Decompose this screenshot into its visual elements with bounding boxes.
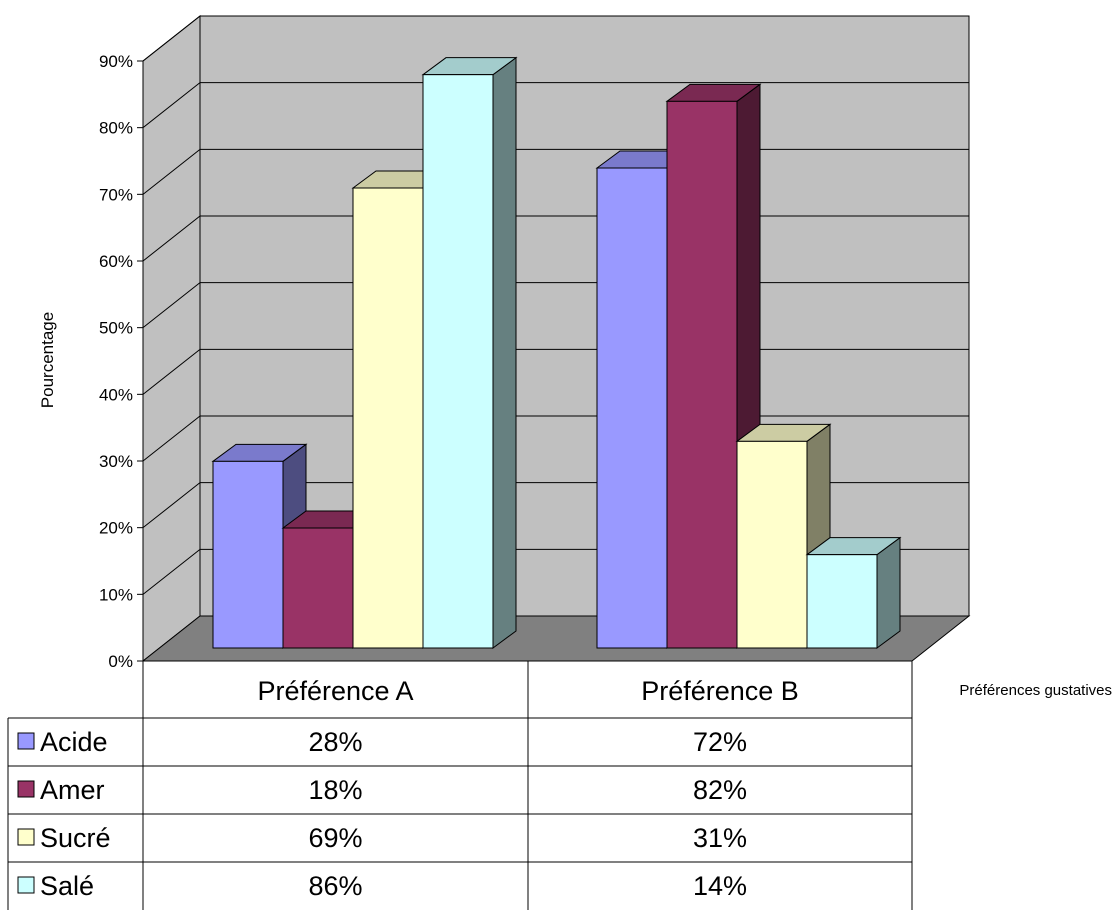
bar-front	[666, 100, 738, 649]
y-axis-label: Pourcentage	[38, 312, 57, 408]
legend-swatch	[17, 828, 35, 846]
gridline-side	[142, 415, 201, 462]
legend-swatch	[17, 876, 35, 894]
gridline-side	[142, 82, 201, 129]
bar-front	[212, 460, 284, 649]
y-tick-label: 0%	[108, 652, 133, 671]
gridline-side	[142, 548, 201, 595]
bar-front	[422, 74, 494, 649]
bar-front	[282, 527, 354, 649]
y-tick-label: 30%	[99, 452, 133, 471]
gridline-side	[142, 348, 201, 395]
legend-entry: Salé	[40, 871, 94, 901]
y-tick-label: 50%	[99, 319, 133, 338]
y-tick-label: 60%	[99, 252, 133, 271]
side-wall	[142, 14, 201, 663]
gridline-side	[142, 215, 201, 262]
bar-side	[492, 56, 517, 649]
data-label: 72%	[693, 727, 747, 757]
data-table: Préférence A Préférence B Acide 28% 72% Amer 1…	[7, 660, 913, 910]
bar-front	[806, 554, 878, 649]
x-tick-label: Préférence B	[641, 676, 799, 706]
y-tick-label: 20%	[99, 519, 133, 538]
data-label: 14%	[693, 871, 747, 901]
bar-salé-b	[805, 536, 902, 649]
gridline-side	[142, 148, 201, 195]
y-tick-label: 90%	[99, 52, 133, 71]
bar-side	[876, 536, 901, 649]
y-axis-ticks: 0% 10% 20% 30% 40% 50% 60% 70% 80% 90%	[99, 52, 144, 671]
legend-entry: Acide	[40, 727, 108, 757]
legend-swatch	[17, 780, 35, 798]
legend-swatch	[17, 732, 35, 750]
y-tick-label: 40%	[99, 385, 133, 404]
gridline-side	[142, 482, 201, 529]
bar-salé-a	[421, 56, 518, 649]
gridlines	[142, 15, 969, 595]
legend-entry: Amer	[40, 775, 105, 805]
gridline-side	[142, 282, 201, 329]
bars	[211, 56, 902, 649]
y-tick-label: 80%	[99, 119, 133, 138]
bar-front	[596, 167, 668, 649]
data-label: 86%	[308, 871, 362, 901]
x-tick-label: Préférence A	[257, 676, 413, 706]
data-label: 82%	[693, 775, 747, 805]
data-label: 69%	[308, 823, 362, 853]
data-label: 28%	[308, 727, 362, 757]
x-axis-label: Préférences gustatives	[959, 682, 1112, 699]
bar-front	[352, 187, 424, 649]
data-label: 18%	[308, 775, 362, 805]
bar-front	[736, 440, 808, 649]
data-label: 31%	[693, 823, 747, 853]
gridline-side	[142, 15, 201, 62]
y-tick-label: 70%	[99, 185, 133, 204]
y-tick-label: 10%	[99, 585, 133, 604]
legend-entry: Sucré	[40, 823, 111, 853]
